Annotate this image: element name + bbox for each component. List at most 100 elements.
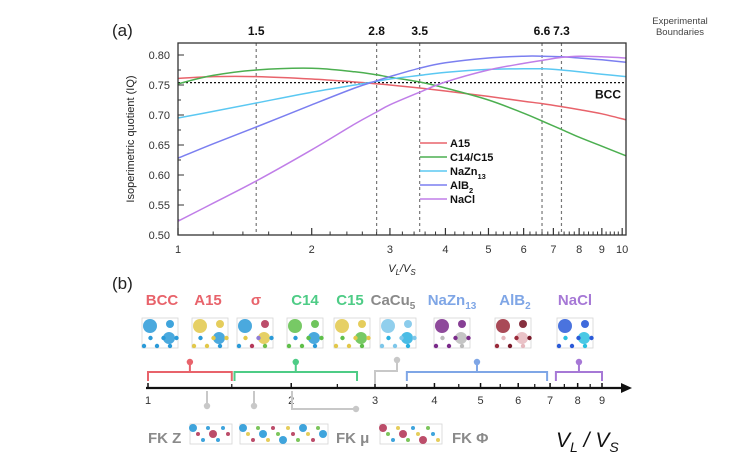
phase-label: A15 [194, 292, 222, 309]
connector-dot [203, 402, 211, 410]
atom [578, 332, 590, 344]
atom [163, 332, 175, 344]
bracket-blue [405, 371, 549, 381]
atom [201, 438, 205, 442]
axis-tick-label: 9 [599, 395, 605, 407]
x-tick-label: 5 [485, 244, 491, 256]
crystal-structure-image [333, 317, 371, 349]
atom [209, 430, 217, 438]
unit-cell [236, 317, 274, 349]
legend-label: NaCl [450, 194, 475, 206]
x-tick-label: 1 [175, 244, 181, 256]
atom [204, 343, 210, 349]
axis-tick-label: 8 [575, 395, 581, 407]
atom [166, 320, 174, 328]
atom [359, 343, 365, 349]
atom [259, 430, 267, 438]
atom [286, 426, 290, 430]
atom [189, 424, 197, 432]
atom [519, 320, 527, 328]
x-tick-label: 8 [576, 244, 582, 256]
atom [286, 343, 292, 349]
atom [258, 332, 270, 344]
bcc-reference-label: BCC [595, 88, 621, 102]
atom [353, 335, 358, 341]
atom [291, 432, 295, 436]
phase-label: C15 [336, 292, 364, 309]
bracket-red [147, 371, 233, 381]
atom [211, 335, 216, 341]
unit-cell [239, 423, 329, 445]
atom [161, 335, 166, 341]
unit-cell [141, 317, 179, 349]
phase-label: σ [251, 292, 261, 309]
atom [141, 343, 147, 349]
y-tick-label: 0.70 [149, 110, 170, 122]
atom [459, 343, 465, 349]
fk-structure-image [239, 423, 329, 445]
boundary-label: 2.8 [368, 24, 385, 38]
atom [293, 335, 298, 341]
atom [276, 432, 280, 436]
crystal-structure-image [494, 317, 532, 349]
atom [416, 432, 420, 436]
atom [582, 343, 588, 349]
connector-dot [352, 405, 360, 413]
phase-label: CaCu5 [371, 292, 416, 312]
atom [238, 319, 252, 333]
atom [346, 343, 352, 349]
y-tick-label: 0.65 [149, 140, 170, 152]
atom [406, 438, 410, 442]
atom [446, 343, 452, 349]
atom [411, 426, 415, 430]
crystal-structure-image [236, 317, 274, 349]
chart-a: 0.50 0.55 0.60 0.65 0.70 0.75 0.80 1 2 3 4 5 6 7 8 9 10 V… [125, 16, 708, 277]
atom [466, 335, 471, 341]
legend-label: NaZn13 [450, 166, 486, 181]
atom [256, 335, 261, 341]
atom [558, 319, 572, 333]
bracket-dot [186, 358, 194, 366]
atom [246, 432, 250, 436]
atom [581, 320, 589, 328]
legend-label: A15 [450, 138, 470, 150]
atom [366, 335, 371, 341]
atom [243, 335, 248, 341]
atom [556, 343, 562, 349]
atom [167, 343, 173, 349]
phase-label: AlB2 [499, 292, 531, 312]
atom [435, 319, 449, 333]
boundaries-note: Boundaries [656, 27, 704, 38]
unit-cell [191, 317, 229, 349]
crystal-structure-image [191, 317, 229, 349]
atom [206, 426, 210, 430]
x-tick-label: 10 [616, 244, 628, 256]
fk-phase-label: FK Φ [452, 430, 488, 447]
atom [458, 320, 466, 328]
series-line-c14c15 [177, 67, 627, 157]
atom [266, 438, 270, 442]
unit-cell [379, 423, 443, 445]
boundaries-note: Experimental [652, 16, 707, 27]
y-tick-label: 0.80 [149, 50, 170, 62]
atom [256, 426, 260, 430]
bracket-dot [575, 358, 583, 366]
atom [379, 343, 385, 349]
atom [404, 320, 412, 328]
unit-cell [286, 317, 324, 349]
cacu5-connector [374, 360, 398, 384]
atom [196, 432, 200, 436]
atom [426, 426, 430, 430]
x-tick-label: 2 [309, 244, 315, 256]
atom [308, 332, 320, 344]
atom [507, 343, 513, 349]
bracket-dot [292, 358, 299, 366]
atom [433, 343, 439, 349]
crystal-structure-image [556, 317, 594, 349]
atom [154, 343, 160, 349]
atom [453, 335, 458, 341]
axis-tick-label: 3 [372, 395, 378, 407]
boundary-label: 7.3 [553, 24, 570, 38]
atom [358, 320, 366, 328]
atom [501, 335, 506, 341]
